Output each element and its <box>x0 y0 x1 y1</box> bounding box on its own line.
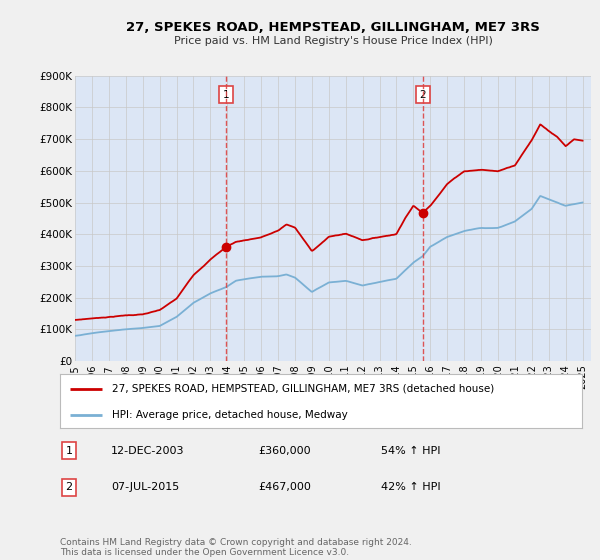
Text: 12-DEC-2003: 12-DEC-2003 <box>111 446 185 456</box>
Text: 27, SPEKES ROAD, HEMPSTEAD, GILLINGHAM, ME7 3RS: 27, SPEKES ROAD, HEMPSTEAD, GILLINGHAM, … <box>126 21 540 34</box>
Text: £467,000: £467,000 <box>258 482 311 492</box>
Text: 42% ↑ HPI: 42% ↑ HPI <box>381 482 440 492</box>
Text: Price paid vs. HM Land Registry's House Price Index (HPI): Price paid vs. HM Land Registry's House … <box>173 36 493 46</box>
Text: 27, SPEKES ROAD, HEMPSTEAD, GILLINGHAM, ME7 3RS (detached house): 27, SPEKES ROAD, HEMPSTEAD, GILLINGHAM, … <box>112 384 494 394</box>
Text: 54% ↑ HPI: 54% ↑ HPI <box>381 446 440 456</box>
Text: 07-JUL-2015: 07-JUL-2015 <box>111 482 179 492</box>
Text: HPI: Average price, detached house, Medway: HPI: Average price, detached house, Medw… <box>112 410 348 419</box>
Text: 1: 1 <box>65 446 73 456</box>
Text: Contains HM Land Registry data © Crown copyright and database right 2024.
This d: Contains HM Land Registry data © Crown c… <box>60 538 412 557</box>
Text: 1: 1 <box>223 90 230 100</box>
Text: 2: 2 <box>419 90 426 100</box>
Text: 2: 2 <box>65 482 73 492</box>
Text: £360,000: £360,000 <box>258 446 311 456</box>
